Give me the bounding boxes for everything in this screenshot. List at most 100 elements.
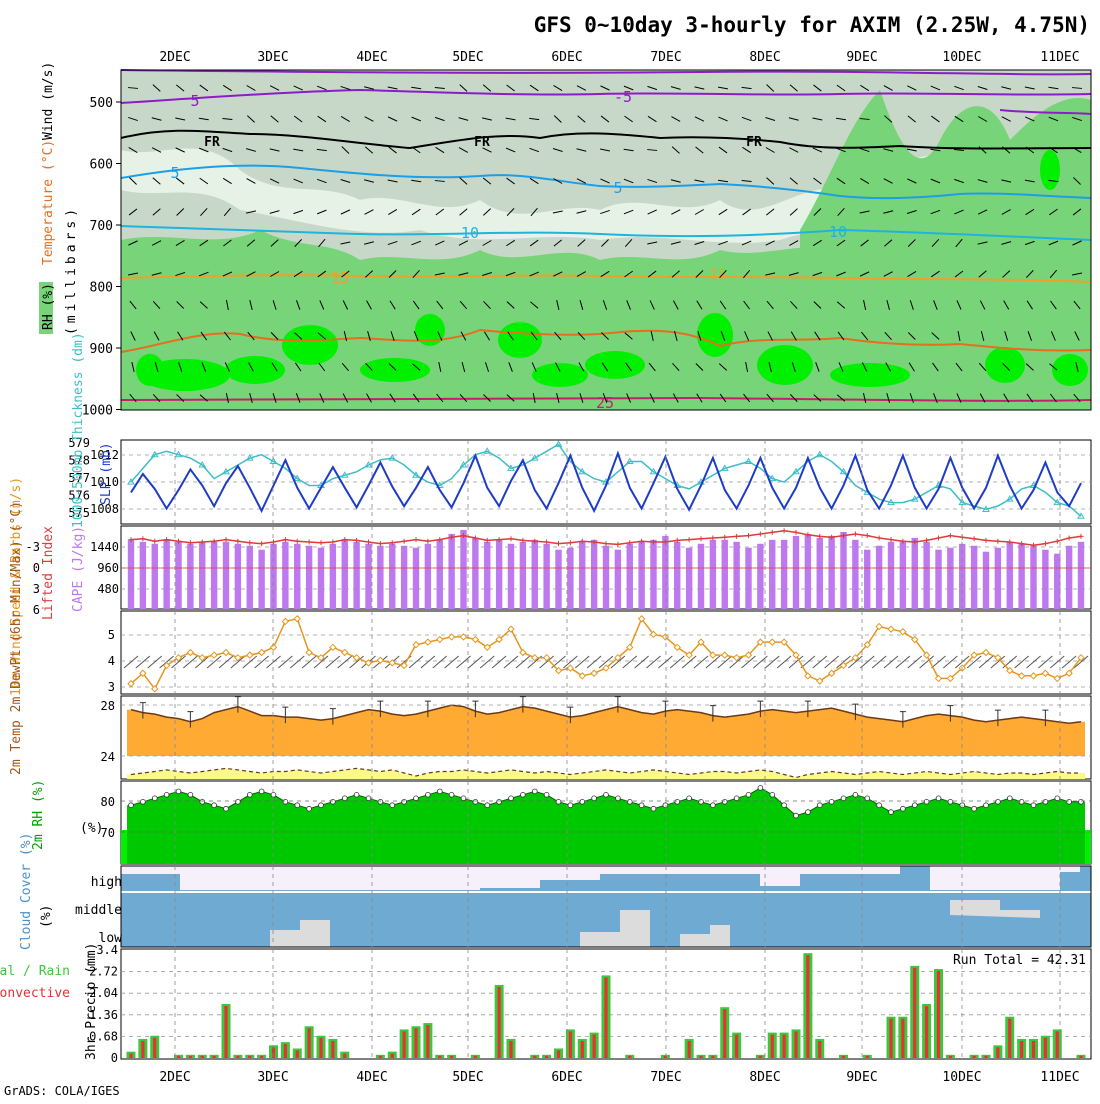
- wind10m-barb: [907, 655, 923, 669]
- wind10m-barb: [741, 655, 756, 669]
- wind-marker: [269, 643, 278, 652]
- wind-barb: [552, 210, 563, 214]
- wind-barb: [789, 394, 798, 402]
- wind-barb: [649, 300, 655, 310]
- wind-barb: [717, 86, 729, 90]
- temp-minmax-bar: [282, 706, 289, 724]
- rh2m-marker: [971, 805, 977, 812]
- wind-barb: [696, 393, 703, 403]
- wind10m-barb: [301, 655, 317, 669]
- wind-barb: [317, 115, 327, 123]
- wind-barb: [670, 86, 681, 90]
- cloud-level-high: high: [91, 875, 122, 890]
- rh2m-marker: [187, 791, 194, 798]
- wind-barb: [694, 86, 705, 90]
- wind-barb: [316, 85, 327, 91]
- cape-bar: [543, 543, 550, 609]
- wind-barb: [907, 178, 917, 184]
- wind-barb: [931, 115, 940, 123]
- thickness-marker: [839, 467, 848, 475]
- panel-cloud-cover: (%) high middle low Cloud Cover (%): [19, 833, 1092, 950]
- wind-marker: [721, 651, 729, 659]
- wind-marker: [436, 635, 444, 644]
- li-marker: [841, 533, 846, 539]
- wind-marker: [174, 653, 183, 662]
- li-marker: [947, 533, 953, 539]
- wind-barb: [624, 332, 633, 340]
- wind10m-barb: [634, 655, 649, 669]
- precip-convective-bar: [248, 1055, 252, 1058]
- wind-marker: [649, 630, 658, 639]
- temperature-area: [127, 705, 1085, 775]
- wind-barb: [506, 301, 515, 309]
- cape-bar: [911, 537, 918, 609]
- wind-barb: [246, 210, 256, 214]
- wind-barb: [650, 331, 654, 341]
- wind10m-barb: [1061, 655, 1077, 669]
- wind-barb: [460, 331, 467, 341]
- wind-barb: [719, 270, 727, 278]
- wind-barb: [647, 178, 658, 184]
- wind-barb: [458, 117, 469, 121]
- cape-bar: [234, 543, 242, 609]
- wind-barb: [954, 209, 964, 215]
- rh-ticks: 80 70(%): [80, 795, 115, 840]
- wind-barb: [743, 300, 751, 310]
- li-marker: [936, 535, 941, 541]
- li-marker: [1019, 541, 1025, 547]
- wind-barb: [1025, 208, 1035, 216]
- wind-barb: [695, 270, 704, 278]
- wind-barb: [364, 116, 374, 122]
- wind-barb: [128, 116, 138, 122]
- li-marker: [449, 534, 455, 540]
- cape-bar: [448, 533, 455, 609]
- date-label-bottom: 10DEC: [942, 1070, 981, 1085]
- li-marker: [342, 537, 348, 543]
- precip-convective-bar: [687, 1040, 691, 1058]
- wind-barb: [387, 179, 398, 183]
- cape-bar: [792, 535, 800, 609]
- cape-bar: [1065, 545, 1073, 609]
- cloud-gridlines: (%): [39, 905, 54, 928]
- cape-gridlines: [121, 546, 1091, 590]
- wind-barb: [789, 177, 798, 185]
- freezing-line: [120, 129, 1092, 150]
- thickness-marker: [364, 460, 373, 468]
- wind-barb: [246, 178, 256, 184]
- li-marker: [615, 541, 621, 547]
- wind-barb: [1002, 270, 1011, 278]
- wind-barb: [151, 272, 162, 276]
- lifted-index-markers: [128, 528, 1084, 548]
- wind-barb: [886, 393, 891, 403]
- wind-barb: [1074, 331, 1080, 341]
- wind-barb: [1072, 208, 1082, 216]
- wind-barb: [1049, 208, 1058, 216]
- wind-tick: 3: [108, 680, 115, 694]
- precip-convective-bar: [628, 1055, 632, 1058]
- precip-convective-bar: [271, 1047, 276, 1058]
- wind-barb: [694, 241, 705, 245]
- li-tick: 3: [33, 582, 40, 596]
- wind-barb: [175, 84, 185, 92]
- wind-barb: [151, 240, 162, 246]
- wind-barb: [765, 208, 775, 216]
- li-marker: [259, 541, 265, 547]
- rh2m-marker: [247, 791, 253, 798]
- wind-barb: [812, 117, 823, 121]
- li-marker: [389, 540, 395, 546]
- wind-barb: [340, 85, 351, 91]
- cape-bars: [127, 529, 1085, 609]
- temp-contour-5: [120, 88, 1092, 104]
- wind-barb: [129, 393, 137, 403]
- temp-minmax-bar: [947, 705, 954, 722]
- precip-ticks: 3.4 2.72 2.04 1.36 0.68 0: [89, 943, 118, 1065]
- wind-barb: [411, 146, 421, 154]
- rh2m-marker: [152, 795, 158, 802]
- precip-convective-bar: [913, 967, 917, 1058]
- cape-bar: [222, 541, 230, 609]
- contour-labels: 5 -5 FR FR FR 5 5 10 10 15 15 25: [170, 88, 847, 412]
- wind10m-barb: [764, 655, 780, 669]
- wind-barb: [906, 210, 917, 214]
- wind-barb: [718, 116, 728, 122]
- li-marker: [176, 538, 181, 544]
